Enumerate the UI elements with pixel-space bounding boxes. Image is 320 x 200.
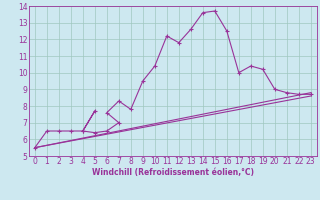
X-axis label: Windchill (Refroidissement éolien,°C): Windchill (Refroidissement éolien,°C) <box>92 168 254 177</box>
